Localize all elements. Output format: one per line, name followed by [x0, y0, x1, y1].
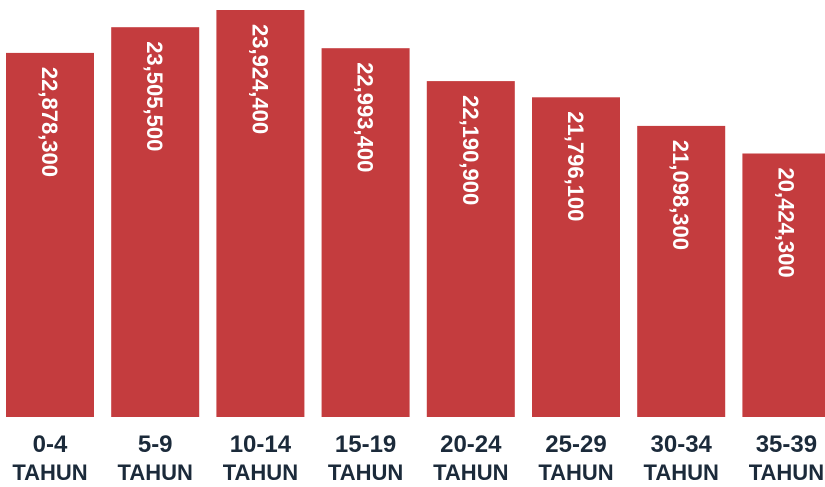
- x-tick-unit: TAHUN: [644, 460, 719, 485]
- x-tick-unit: TAHUN: [328, 460, 403, 485]
- bar-value-label: 22,190,900: [458, 95, 483, 205]
- bar-value-label: 21,098,300: [668, 140, 693, 250]
- x-tick-range: 10-14: [230, 431, 292, 458]
- x-tick-range: 35-39: [756, 431, 817, 458]
- x-tick-unit: TAHUN: [538, 460, 613, 485]
- bar-value-label: 23,505,500: [142, 41, 167, 151]
- x-tick-unit: TAHUN: [118, 460, 193, 485]
- bars-layer: [6, 10, 825, 417]
- x-tick-unit: TAHUN: [223, 460, 298, 485]
- x-tick-range: 30-34: [651, 431, 713, 458]
- bar-value-label: 22,878,300: [37, 67, 62, 177]
- bar-value-label: 20,424,300: [773, 168, 798, 278]
- x-tick-range: 5-9: [138, 431, 173, 458]
- x-tick-range: 0-4: [33, 431, 68, 458]
- x-tick-unit: TAHUN: [749, 460, 824, 485]
- bar-value-label: 23,924,400: [247, 24, 272, 134]
- x-tick-unit: TAHUN: [433, 460, 508, 485]
- x-tick-range: 20-24: [440, 431, 502, 458]
- bar-value-label: 21,796,100: [563, 111, 588, 221]
- x-tick-range: 25-29: [545, 431, 606, 458]
- bar-value-label: 22,993,400: [353, 62, 378, 172]
- x-axis-tick-labels: 0-4TAHUN5-9TAHUN10-14TAHUN15-19TAHUN20-2…: [12, 431, 824, 485]
- x-tick-unit: TAHUN: [12, 460, 87, 485]
- x-tick-range: 15-19: [335, 431, 396, 458]
